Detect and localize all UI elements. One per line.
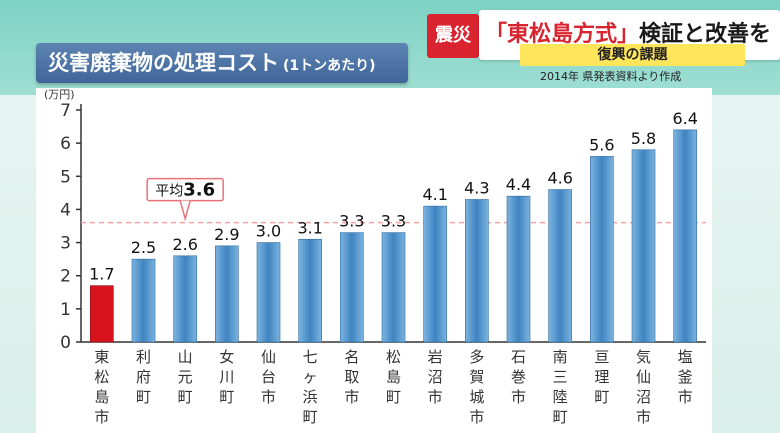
y-tick-label: 0 <box>60 333 71 353</box>
headline-quote-close: 」 <box>617 22 640 47</box>
bar <box>215 245 239 343</box>
y-tick-label: 2 <box>60 267 71 287</box>
bar <box>256 242 281 343</box>
y-tick-label: 1 <box>60 300 71 320</box>
y-tick-label: 3 <box>60 234 71 254</box>
headline-rest: 検証と改善を <box>639 22 772 47</box>
bar-value-label: 2.5 <box>131 238 156 257</box>
chart-title-sub: (1トンあたり) <box>283 58 376 74</box>
category-label: 仙台市 <box>261 348 276 406</box>
y-tick-label: 4 <box>60 200 71 220</box>
y-tick-label: 6 <box>60 134 71 154</box>
category-label: 東松島市 <box>94 348 109 426</box>
category-label: 塩釜市 <box>678 348 693 406</box>
category-label: 気仙沼市 <box>636 348 651 426</box>
chart-title-bar: 災害廃棄物の処理コスト (1トンあたり) <box>36 43 408 83</box>
bar-value-label: 4.4 <box>506 175 531 194</box>
bar <box>173 255 197 343</box>
news-subtitle: 復興の課題 <box>520 44 745 66</box>
category-label: 松島町 <box>386 348 401 406</box>
bar-value-label: 2.9 <box>214 225 239 244</box>
bar <box>673 129 697 343</box>
average-callout-pointer <box>179 200 191 222</box>
bar <box>298 238 322 343</box>
bar-value-label: 3.3 <box>339 212 364 231</box>
bar-value-label: 4.1 <box>422 185 447 204</box>
bar-value-label: 1.7 <box>89 265 114 284</box>
bar-value-label: 4.6 <box>547 169 572 188</box>
category-label: 利府町 <box>136 348 151 406</box>
y-tick-label: 7 <box>60 101 71 121</box>
bar-value-label: 3.3 <box>381 212 406 231</box>
category-label: 名取市 <box>344 348 359 406</box>
news-headline: 「東松島方式」検証と改善を <box>479 10 780 60</box>
category-label: 女川町 <box>219 348 234 406</box>
source-note: 2014年 県発表資料より作成 <box>540 70 682 83</box>
bar <box>90 285 114 343</box>
bar-value-label: 5.6 <box>589 135 614 154</box>
bar <box>465 199 489 343</box>
bar-value-label: 2.6 <box>172 235 197 254</box>
category-label: 南三陸町 <box>553 348 568 426</box>
bar-value-label: 3.0 <box>256 222 281 241</box>
bar <box>631 149 656 343</box>
category-label: 七ヶ浜町 <box>303 348 318 426</box>
bar-value-label: 6.4 <box>672 109 697 128</box>
chart-title: 災害廃棄物の処理コスト <box>48 51 279 75</box>
bar-value-label: 5.8 <box>631 129 656 148</box>
bar <box>548 189 572 343</box>
bar <box>131 258 156 343</box>
bar <box>590 156 614 343</box>
bar-value-label: 3.1 <box>297 218 322 237</box>
category-label: 石巻市 <box>511 348 526 406</box>
category-label: 多賀城市 <box>469 348 484 426</box>
bar <box>381 232 406 343</box>
category-label: 亘理町 <box>594 348 609 406</box>
bar <box>423 205 447 343</box>
headline-quote-open: 「 <box>485 22 508 47</box>
y-tick-label: 5 <box>60 167 71 187</box>
bar <box>340 232 364 343</box>
chart-panel: (万円) 0 1 2 3 4 5 6 7 1.7 東松島市 2.5 利府町 2.6 山元町 2.9 女川町 3.0… <box>36 88 712 433</box>
category-label: 岩沼市 <box>428 348 443 406</box>
headline-highlight: 東松島方式 <box>507 22 618 47</box>
news-category-tag: 震災 <box>427 14 479 58</box>
average-callout-label: 平均3.6 <box>155 180 215 201</box>
bar <box>506 195 531 343</box>
bar-value-label: 4.3 <box>464 178 489 197</box>
bar-chart: (万円) 0 1 2 3 4 5 6 7 1.7 東松島市 2.5 利府町 2.6 山元町 2.9 女川町 3.0… <box>44 88 706 426</box>
y-axis-unit-label: (万円) <box>44 88 75 101</box>
category-label: 山元町 <box>178 348 193 406</box>
